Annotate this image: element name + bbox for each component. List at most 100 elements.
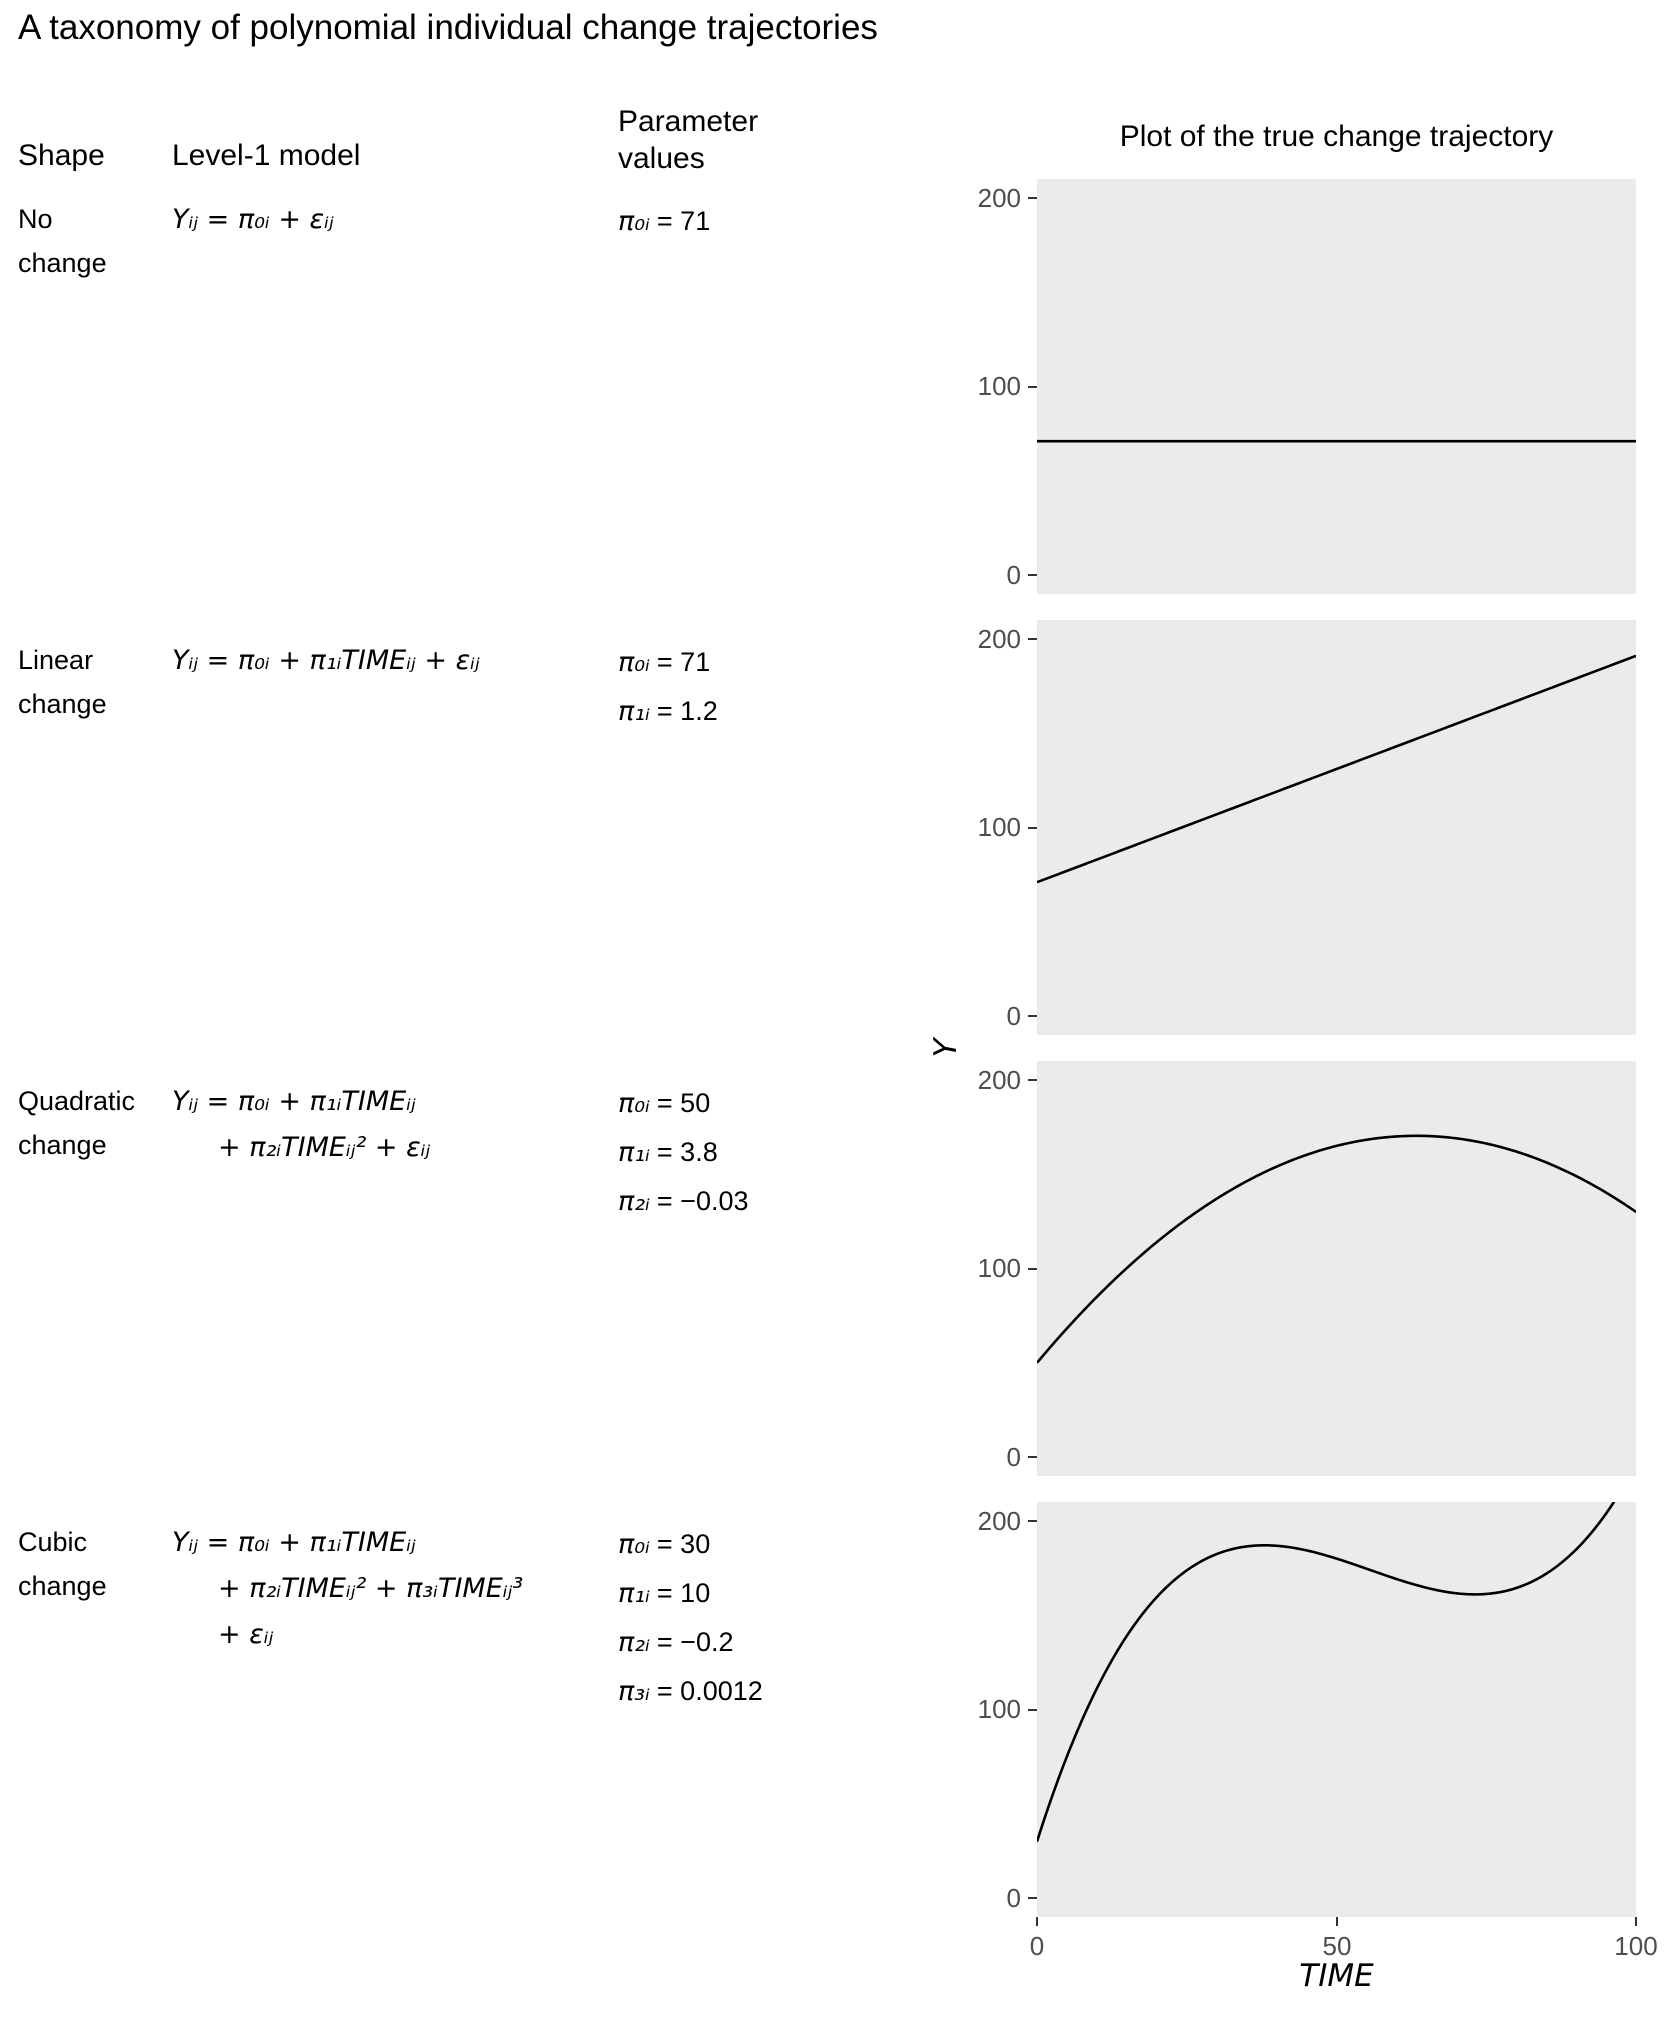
parameter-values: π₀ᵢ = 50 π₁ᵢ = 3.8 π₂ᵢ = −0.03	[618, 1079, 948, 1226]
parameter-value: = 0.0012	[656, 1676, 763, 1706]
column-header-parameter-line2: values	[618, 142, 705, 175]
shape-label: Quadratic change	[18, 1086, 136, 1160]
trajectory-panel-cubic-change: 200 100 0 0 50 100	[978, 1502, 1658, 1961]
parameter-value: = 71	[656, 647, 711, 677]
parameter-value: = 3.8	[656, 1137, 718, 1167]
y-tick-label: 200	[977, 1065, 1021, 1095]
y-tick-mark	[1028, 638, 1037, 640]
parameter-symbol: π₀ᵢ	[618, 647, 650, 678]
y-tick-mark	[1028, 827, 1037, 829]
parameter-value: = 30	[656, 1529, 711, 1559]
parameter-value: = 1.2	[656, 696, 718, 726]
y-tick-label: 0	[1006, 1883, 1021, 1913]
parameter-line: π₀ᵢ = 71	[618, 638, 948, 687]
shape-label: No change	[18, 204, 107, 278]
parameter-line: π₁ᵢ = 3.8	[618, 1128, 948, 1177]
shape-label: Linear change	[18, 645, 107, 719]
parameter-line: π₃ᵢ = 0.0012	[618, 1667, 948, 1716]
y-tick-mark	[1028, 1456, 1037, 1458]
model-formula-line: Yᵢⱼ = π₀ᵢ + π₁ᵢTIMEᵢⱼ	[172, 1527, 416, 1558]
column-header-shape: Shape	[18, 139, 105, 172]
x-tick-mark	[1635, 1917, 1637, 1926]
y-tick-mark	[1028, 574, 1037, 576]
parameter-line: π₀ᵢ = 50	[618, 1079, 948, 1128]
parameter-line: π₂ᵢ = −0.2	[618, 1618, 948, 1667]
level1-model: Yᵢⱼ = π₀ᵢ + π₁ᵢTIMEᵢⱼ + π₂ᵢTIMEᵢⱼ² + π₃ᵢ…	[172, 1520, 622, 1658]
model-formula-line: Yᵢⱼ = π₀ᵢ + π₁ᵢTIMEᵢⱼ	[172, 1086, 416, 1117]
shape-label: Cubic change	[18, 1527, 107, 1601]
trajectory-panel-no-change: 200 100 0	[978, 179, 1636, 594]
y-tick-mark	[1028, 1015, 1037, 1017]
y-tick-mark	[1028, 1268, 1037, 1270]
parameter-symbol: π₀ᵢ	[618, 1088, 650, 1119]
trajectory-curve	[1037, 1502, 1616, 1842]
parameter-value: = 71	[656, 206, 711, 236]
y-tick-mark	[1028, 197, 1037, 199]
y-tick-label: 0	[1006, 560, 1021, 590]
level1-model: Yᵢⱼ = π₀ᵢ + π₁ᵢTIMEᵢⱼ + εᵢⱼ	[172, 638, 622, 684]
parameter-value: = 10	[656, 1578, 711, 1608]
y-tick-mark	[1028, 1079, 1037, 1081]
y-tick-label: 100	[977, 812, 1021, 842]
parameter-value: = 50	[656, 1088, 711, 1118]
figure-title: A taxonomy of polynomial individual chan…	[18, 8, 878, 47]
model-formula-line: Yᵢⱼ = π₀ᵢ + εᵢⱼ	[172, 204, 334, 235]
y-tick-label: 200	[977, 183, 1021, 213]
parameter-values: π₀ᵢ = 71	[618, 197, 948, 246]
parameter-line: π₂ᵢ = −0.03	[618, 1177, 948, 1226]
y-tick-label: 100	[977, 1694, 1021, 1724]
trajectory-curve	[1037, 654, 1636, 884]
x-tick-mark	[1336, 1917, 1338, 1926]
parameter-symbol: π₁ᵢ	[618, 1137, 650, 1168]
parameter-symbol: π₃ᵢ	[618, 1676, 650, 1707]
parameter-value: = −0.03	[656, 1186, 749, 1216]
trajectory-panel-quadratic-change: 200 100 0	[978, 1061, 1636, 1476]
y-tick-mark	[1028, 1520, 1037, 1522]
trajectory-plot	[1037, 1134, 1636, 1364]
parameter-symbol: π₀ᵢ	[618, 206, 650, 237]
y-tick-label: 200	[977, 1506, 1021, 1536]
parameter-symbol: π₂ᵢ	[618, 1627, 650, 1658]
y-tick-mark	[1028, 1709, 1037, 1711]
parameter-line: π₀ᵢ = 71	[618, 197, 948, 246]
x-tick-label: 50	[1322, 1931, 1352, 1961]
parameter-symbol: π₁ᵢ	[618, 1578, 650, 1609]
column-header-parameter-line1: Parameter	[618, 105, 759, 138]
y-tick-label: 100	[977, 371, 1021, 401]
model-formula-line: + π₂ᵢTIMEᵢⱼ² + εᵢⱼ	[218, 1132, 431, 1163]
x-tick-label: 100	[1614, 1931, 1658, 1961]
parameter-values: π₀ᵢ = 30 π₁ᵢ = 10 π₂ᵢ = −0.2 π₃ᵢ = 0.0012	[618, 1520, 948, 1716]
parameter-symbol: π₁ᵢ	[618, 696, 650, 727]
column-header-model: Level-1 model	[172, 139, 361, 172]
trajectory-curve	[1037, 1134, 1636, 1364]
y-tick-label: 100	[977, 1253, 1021, 1283]
parameter-values: π₀ᵢ = 71 π₁ᵢ = 1.2	[618, 638, 948, 736]
parameter-symbol: π₂ᵢ	[618, 1186, 650, 1217]
trajectory-plot	[1037, 1502, 1616, 1842]
y-tick-mark	[1028, 386, 1037, 388]
x-tick-label: 0	[1029, 1931, 1045, 1961]
parameter-symbol: π₀ᵢ	[618, 1529, 650, 1560]
column-header-parameter-values: Parameter values	[618, 103, 758, 177]
parameter-value: = −0.2	[656, 1627, 734, 1657]
x-axis-title: TIME	[1299, 1958, 1374, 1994]
y-tick-mark	[1028, 1897, 1037, 1899]
y-axis-title: Y	[928, 1038, 964, 1058]
model-formula-line: + εᵢⱼ	[218, 1619, 274, 1650]
trajectory-plot	[1037, 654, 1636, 884]
parameter-line: π₀ᵢ = 30	[618, 1520, 948, 1569]
parameter-line: π₁ᵢ = 1.2	[618, 687, 948, 736]
model-formula-line: + π₂ᵢTIMEᵢⱼ² + π₃ᵢTIMEᵢⱼ³	[218, 1573, 524, 1604]
trajectory-plot	[1037, 439, 1636, 443]
level1-model: Yᵢⱼ = π₀ᵢ + εᵢⱼ	[172, 197, 622, 243]
level1-model: Yᵢⱼ = π₀ᵢ + π₁ᵢTIMEᵢⱼ + π₂ᵢTIMEᵢⱼ² + εᵢⱼ	[172, 1079, 622, 1171]
x-tick-mark	[1036, 1917, 1038, 1926]
y-tick-label: 0	[1006, 1001, 1021, 1031]
plot-column-title: Plot of the true change trajectory	[1119, 120, 1554, 153]
parameter-line: π₁ᵢ = 10	[618, 1569, 948, 1618]
y-tick-label: 200	[977, 624, 1021, 654]
trajectory-panel-linear-change: 200 100 0	[978, 620, 1636, 1035]
model-formula-line: Yᵢⱼ = π₀ᵢ + π₁ᵢTIMEᵢⱼ + εᵢⱼ	[172, 645, 480, 676]
y-tick-label: 0	[1006, 1442, 1021, 1472]
